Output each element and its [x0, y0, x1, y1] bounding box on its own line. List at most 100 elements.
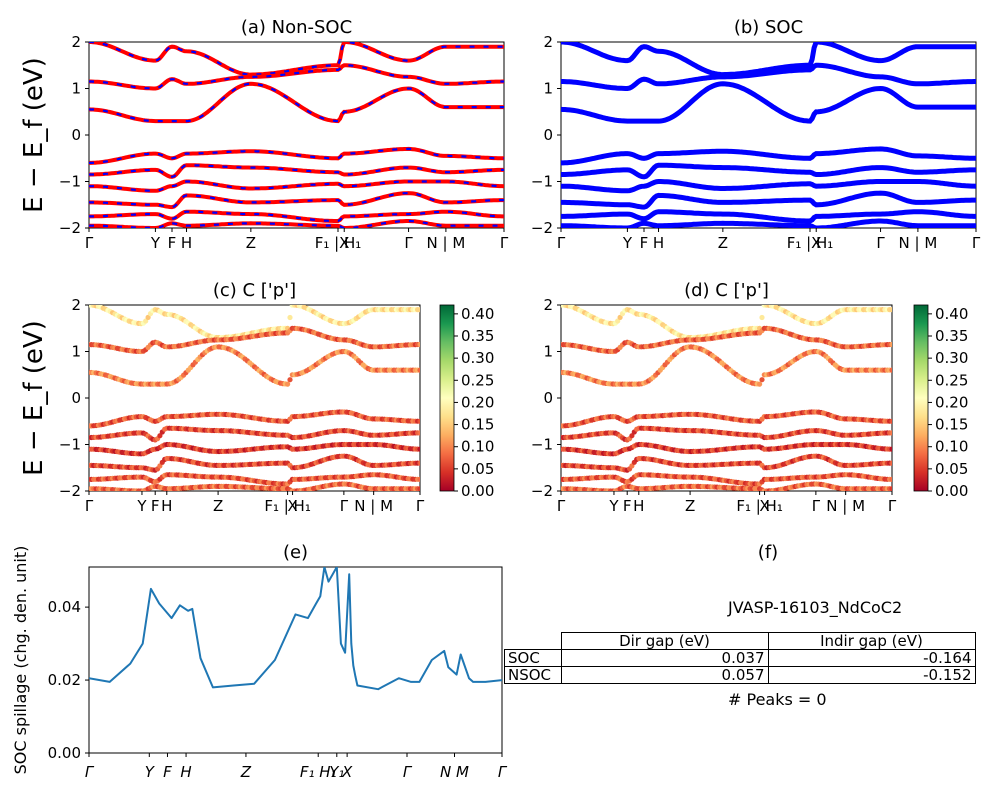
- band-line: [561, 162, 976, 180]
- scatter-point: [757, 381, 763, 387]
- y-tick-label: 0: [71, 389, 81, 407]
- x-tick-label: F: [623, 497, 632, 515]
- y-tick-label: −1: [59, 173, 81, 191]
- band-dash: [89, 210, 504, 223]
- x-tick-label: Γ: [403, 763, 413, 781]
- scatter-point: [417, 460, 420, 466]
- x-tick-label: Z: [240, 763, 252, 781]
- y-tick-label: 1: [71, 80, 81, 98]
- y-tick-label: −1: [59, 436, 81, 454]
- table-corner: [504, 632, 562, 650]
- x-tick-label: H: [653, 234, 664, 252]
- x-tick-label: Z: [718, 234, 728, 252]
- scatter-point: [417, 476, 420, 482]
- x-tick-label: F₁ | H₁: [787, 234, 834, 252]
- colorbar-tick-label: 0.05: [935, 460, 968, 478]
- x-tick-label: Γ: [85, 234, 94, 252]
- x-tick-label: H: [161, 497, 172, 515]
- band-dash: [89, 42, 504, 76]
- x-tick-label: F: [163, 763, 172, 781]
- y-tick-label: −2: [531, 482, 553, 500]
- colorbar-tick-label: 0.40: [935, 305, 968, 323]
- x-tick-label: Γ: [340, 497, 349, 515]
- x-tick-label: X: [341, 763, 353, 781]
- y-tick-label: −2: [531, 219, 553, 237]
- colorbar: 0.00 0.05 0.10 0.15 0.20 0.25 0.30 0.35 0.40: [439, 304, 494, 500]
- band-line: [561, 179, 976, 194]
- colorbar-tick-label: 0.25: [461, 371, 494, 389]
- y-tick-label: 0.04: [48, 598, 81, 616]
- scatter-point: [889, 307, 892, 313]
- colorbar-tick-label: 0.20: [461, 393, 494, 411]
- x-tick-label: Y: [150, 234, 161, 252]
- x-tick-label: Z: [246, 234, 256, 252]
- band-line: [561, 190, 976, 210]
- x-tick-label: H: [181, 234, 192, 252]
- panel-d: (d) C ['p']210−1−2Γ Y F H Z F₁ | H₁X Γ N | M Γ0.…: [531, 280, 969, 515]
- band-line: [89, 219, 504, 228]
- scatter-point: [417, 367, 420, 373]
- scatter-point: [759, 314, 765, 321]
- scatter-point: [287, 377, 293, 383]
- band-line: [561, 209, 976, 224]
- x-tick-label: Γ: [404, 234, 413, 252]
- colorbar-tick-label: 0.15: [461, 416, 494, 434]
- band-line: [561, 218, 976, 228]
- y-tick-label: 2: [543, 33, 553, 51]
- panel-title: (b) SOC: [734, 17, 803, 38]
- scatter-point: [617, 314, 623, 320]
- y-axis-label: E − E_f (eV): [19, 57, 49, 213]
- panel-title: (e): [283, 542, 308, 563]
- band-dash: [89, 164, 504, 178]
- colorbar-tick-label: 0.00: [461, 482, 494, 500]
- y-tick-label: 2: [543, 296, 553, 314]
- x-tick-label: Γ: [416, 497, 425, 515]
- colorbar-tick-label: 0.10: [461, 438, 494, 456]
- scatter-point: [889, 430, 892, 436]
- indir-gap-header: Indir gap (eV): [767, 632, 976, 650]
- y-tick-label: −1: [531, 173, 553, 191]
- x-tick-label: Y: [136, 497, 147, 515]
- scatter-point: [889, 367, 892, 373]
- gap-table: Dir gap (eV) Indir gap (eV) SOC 0.037 -0…: [504, 632, 976, 684]
- x-tick-label: X: [339, 234, 349, 252]
- band-line: [561, 146, 976, 166]
- band-dash: [89, 147, 504, 164]
- material-label: JVASP-16103_NdCoC2: [728, 598, 903, 617]
- spillage-line: [89, 567, 502, 691]
- band-dash: [89, 191, 504, 209]
- y-tick-label: 1: [543, 80, 553, 98]
- x-tick-label: Y: [622, 234, 633, 252]
- y-tick-label: 0: [543, 389, 553, 407]
- scatter-point: [889, 418, 892, 424]
- scatter-points: [561, 305, 892, 491]
- table-header-row: Dir gap (eV) Indir gap (eV): [504, 632, 976, 650]
- x-tick-label: F₁ | H₁: [736, 497, 783, 515]
- x-tick-label: Γ: [888, 497, 897, 515]
- y-tick-label: 0: [71, 126, 81, 144]
- colorbar-tick-label: 0.40: [461, 305, 494, 323]
- colorbar-tick-label: 0.35: [461, 327, 494, 345]
- scatter-point: [287, 314, 293, 321]
- scatter-point: [157, 433, 163, 439]
- colorbar-bar: [913, 304, 929, 492]
- colorbar-tick-label: 0.35: [935, 327, 968, 345]
- table-row: NSOC 0.057 -0.152: [504, 666, 976, 684]
- y-tick-label: −1: [531, 436, 553, 454]
- colorbar: 0.00 0.05 0.10 0.15 0.20 0.25 0.30 0.35 0.40: [913, 304, 968, 500]
- y-tick-label: 2: [71, 296, 81, 314]
- bands: [89, 42, 504, 228]
- x-tick-label: F₁ | H₁: [264, 497, 311, 515]
- x-tick-label: Γ: [500, 234, 509, 252]
- scatter-point: [417, 307, 420, 313]
- band-line: [561, 81, 976, 124]
- x-tick-label: F₁ H₁: [300, 763, 337, 781]
- scatter-point: [417, 446, 420, 452]
- colorbar-tick-label: 0.00: [935, 482, 968, 500]
- y-tick-label: −2: [59, 219, 81, 237]
- panel-title: (a) Non-SOC: [241, 17, 352, 38]
- y-axis-label: E − E_f (eV): [19, 320, 49, 476]
